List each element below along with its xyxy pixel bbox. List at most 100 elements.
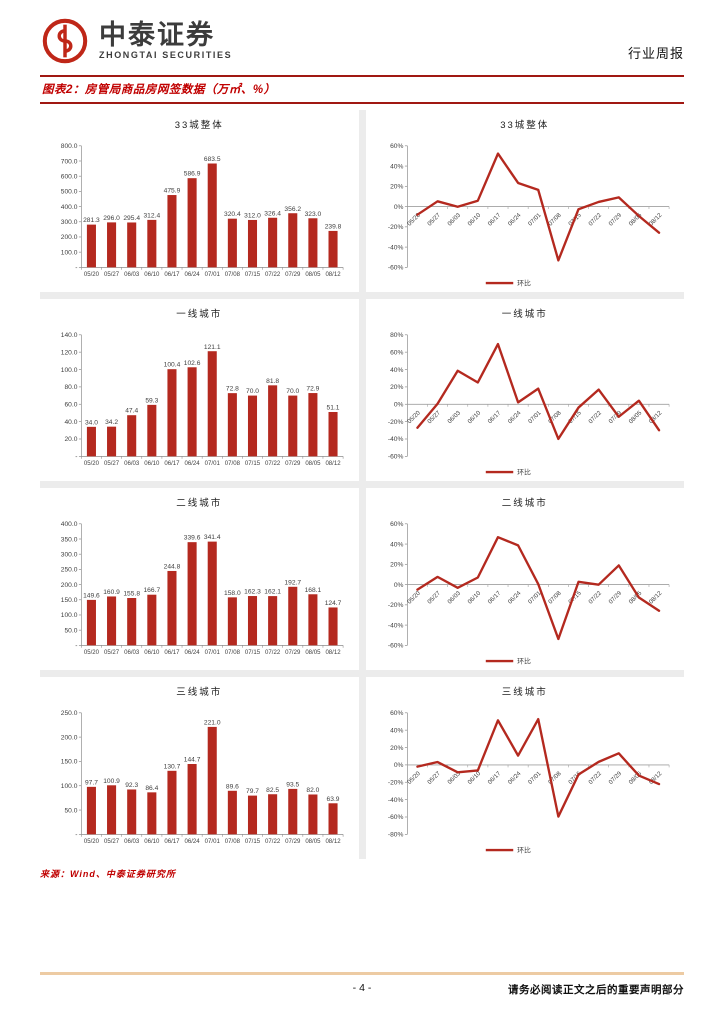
svg-text:295.4: 295.4 (124, 215, 141, 222)
svg-text:82.0: 82.0 (307, 787, 320, 794)
svg-text:20.0: 20.0 (65, 436, 78, 443)
line-chart-tier3-cities: -80% -60% -40% -20% 0% 20% 40% 60% 05/20 05/27 06/… (388, 710, 670, 855)
svg-text:-20%: -20% (388, 780, 404, 787)
svg-text:08/12: 08/12 (648, 590, 663, 605)
bar-chart-tier3-cities: - 50.0 100.0 150.0 200.0 250.0 97.7 100.9 92.3 86… (61, 710, 344, 845)
svg-text:51.1: 51.1 (327, 405, 340, 412)
chart-cell: 一线城市 -60% -40% -20% 0% 20% 40% 60% 80% 05/20 05/2… (365, 299, 684, 481)
svg-text:05/27: 05/27 (104, 839, 120, 845)
svg-text:144.7: 144.7 (184, 757, 201, 764)
svg-text:环比: 环比 (517, 279, 531, 288)
svg-text:05/20: 05/20 (84, 272, 100, 278)
footer-row: - 4 - 请务必阅读正文之后的重要声明部分 (40, 982, 684, 998)
svg-text:70.0: 70.0 (246, 388, 259, 395)
brand-name-en: ZHONGTAI SECURITIES (99, 50, 233, 61)
svg-text:06/03: 06/03 (124, 461, 140, 467)
svg-text:162.3: 162.3 (244, 589, 261, 596)
chart-title: 一线城市 (501, 309, 548, 320)
svg-text:07/22: 07/22 (588, 212, 603, 227)
svg-text:06/17: 06/17 (165, 461, 181, 467)
svg-text:-40%: -40% (388, 436, 404, 443)
svg-text:300.0: 300.0 (61, 551, 78, 558)
svg-text:600.0: 600.0 (61, 173, 78, 180)
svg-text:20%: 20% (390, 184, 403, 191)
svg-text:250.0: 250.0 (61, 567, 78, 574)
svg-text:80.0: 80.0 (65, 384, 78, 391)
svg-text:296.0: 296.0 (103, 215, 120, 222)
svg-text:34.2: 34.2 (105, 419, 118, 426)
svg-text:05/20: 05/20 (84, 650, 100, 656)
svg-text:05/20: 05/20 (84, 461, 100, 467)
svg-text:-20%: -20% (388, 602, 404, 609)
svg-text:05/27: 05/27 (427, 770, 442, 785)
svg-text:-20%: -20% (388, 224, 404, 231)
svg-text:环比: 环比 (517, 846, 531, 855)
svg-text:86.4: 86.4 (146, 785, 159, 792)
svg-text:环比: 环比 (517, 657, 531, 666)
svg-text:200.0: 200.0 (61, 234, 78, 241)
svg-text:07/15: 07/15 (245, 272, 261, 278)
svg-text:07/22: 07/22 (588, 590, 603, 605)
svg-text:07/29: 07/29 (608, 212, 623, 227)
svg-text:07/01: 07/01 (205, 272, 221, 278)
svg-text:0%: 0% (394, 204, 404, 211)
svg-text:350.0: 350.0 (61, 536, 78, 543)
svg-text:300.0: 300.0 (61, 219, 78, 226)
svg-text:0%: 0% (394, 402, 404, 409)
svg-text:281.3: 281.3 (83, 217, 100, 224)
svg-text:120.0: 120.0 (61, 349, 78, 356)
chart-cell: 33城整体 -60% -40% -20% 0% 20% 40% 60% 05/20 05/27 0… (365, 110, 684, 292)
svg-text:05/20: 05/20 (407, 770, 422, 785)
svg-text:06/17: 06/17 (487, 770, 502, 785)
svg-text:06/03: 06/03 (124, 272, 140, 278)
svg-text:149.6: 149.6 (83, 592, 100, 599)
svg-text:06/24: 06/24 (185, 272, 201, 278)
svg-text:06/10: 06/10 (144, 650, 160, 656)
svg-text:07/08: 07/08 (548, 590, 563, 605)
svg-text:150.0: 150.0 (61, 759, 78, 766)
svg-text:40%: 40% (390, 541, 403, 548)
chart-title: 三线城市 (176, 687, 223, 698)
svg-text:07/29: 07/29 (285, 839, 301, 845)
svg-text:06/10: 06/10 (144, 839, 160, 845)
svg-text:06/03: 06/03 (124, 839, 140, 845)
svg-text:192.7: 192.7 (285, 579, 302, 586)
zhongtai-logo-icon (42, 18, 88, 64)
svg-text:20%: 20% (390, 745, 403, 752)
svg-text:06/24: 06/24 (185, 650, 201, 656)
svg-text:34.0: 34.0 (85, 419, 98, 426)
svg-text:0%: 0% (394, 582, 404, 589)
svg-text:07/22: 07/22 (265, 461, 281, 467)
svg-text:323.0: 323.0 (305, 211, 322, 218)
svg-text:356.2: 356.2 (285, 206, 302, 213)
svg-text:08/05: 08/05 (306, 461, 322, 467)
chart-title: 33城整体 (500, 120, 550, 131)
svg-text:683.5: 683.5 (204, 156, 221, 163)
svg-text:-40%: -40% (388, 797, 404, 804)
figure-title-band: 图表2：房管局商品房网签数据（万㎡、%） (40, 75, 684, 104)
svg-text:162.1: 162.1 (265, 589, 282, 596)
chart-cell: 33城整体 - 100.0 200.0 300.0 400.0 500.0 600.0 700… (40, 110, 359, 292)
svg-text:-60%: -60% (388, 814, 404, 821)
svg-text:06/10: 06/10 (467, 212, 482, 227)
svg-text:06/17: 06/17 (165, 650, 181, 656)
svg-text:168.1: 168.1 (305, 587, 322, 594)
svg-text:200.0: 200.0 (61, 582, 78, 589)
chart-cell: 二线城市 - 50.0 100.0 150.0 200.0 250.0 300.0 350.0… (40, 488, 359, 670)
svg-text:250.0: 250.0 (61, 710, 78, 717)
svg-text:-80%: -80% (388, 832, 404, 839)
svg-text:-60%: -60% (388, 265, 404, 272)
svg-text:07/22: 07/22 (265, 650, 281, 656)
svg-text:102.6: 102.6 (184, 360, 201, 367)
page-footer: - 4 - 请务必阅读正文之后的重要声明部分 (40, 972, 684, 998)
svg-text:06/17: 06/17 (487, 410, 502, 425)
chart-title: 一线城市 (176, 309, 223, 320)
svg-text:60.0: 60.0 (65, 402, 78, 409)
svg-text:20%: 20% (390, 384, 403, 391)
svg-text:07/22: 07/22 (588, 410, 603, 425)
svg-text:160.9: 160.9 (103, 589, 120, 596)
svg-text:06/17: 06/17 (165, 839, 181, 845)
svg-text:72.8: 72.8 (226, 386, 239, 393)
svg-text:08/05: 08/05 (628, 410, 643, 425)
